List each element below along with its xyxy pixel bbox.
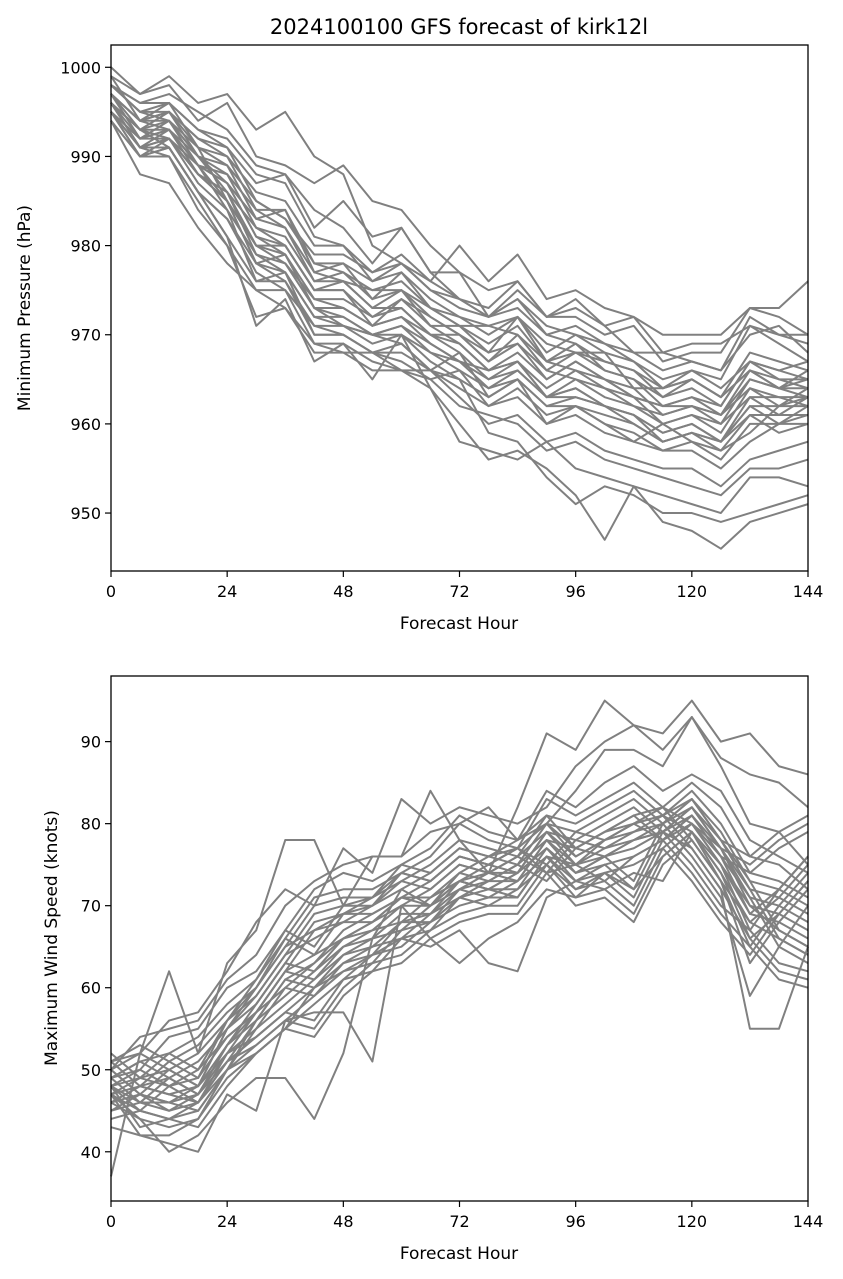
- wind-series-group: [110, 699, 809, 1177]
- pressure-x-tick-label: 144: [793, 582, 824, 601]
- wind-series-line-29: [110, 806, 809, 1112]
- wind-series-line-4: [110, 765, 809, 1079]
- wind-y-axis-label: Maximum Wind Speed (knots): [42, 810, 62, 1066]
- pressure-series-line-27: [110, 102, 809, 425]
- pressure-series-line-24: [110, 111, 809, 550]
- pressure-y-tick-label: 950: [70, 504, 101, 523]
- wind-x-ticks: 0 24 48 72 96 120 144: [106, 1201, 823, 1231]
- pressure-series-line-15: [110, 84, 809, 372]
- pressure-x-tick-label: 48: [333, 582, 353, 601]
- pressure-x-tick-label: 24: [217, 582, 237, 601]
- wind-y-tick-label: 60: [81, 979, 101, 998]
- wind-series-line-1: [110, 699, 809, 1177]
- pressure-x-tick-label: 96: [565, 582, 585, 601]
- wind-x-tick-label: 96: [565, 1212, 585, 1231]
- wind-series-line-26: [110, 814, 809, 1096]
- pressure-series-line-26: [110, 84, 809, 416]
- pressure-series-line-1: [110, 66, 809, 336]
- wind-plot-frame: [110, 675, 809, 1202]
- pressure-series-line-19: [110, 111, 809, 470]
- wind-series-line-10: [110, 822, 809, 1137]
- wind-series-line-14: [110, 814, 809, 1104]
- pressure-series-group: [110, 66, 809, 550]
- pressure-y-axis-label: Minimum Pressure (hPa): [15, 205, 35, 411]
- pressure-series-line-20: [110, 120, 809, 488]
- wind-y-tick-label: 40: [81, 1143, 101, 1162]
- wind-y-tick-label: 90: [81, 733, 101, 752]
- chart-title: 2024100100 GFS forecast of kirk12l: [270, 15, 648, 39]
- pressure-series-line-2: [110, 75, 808, 354]
- pressure-x-tick-label: 72: [449, 582, 469, 601]
- wind-y-tick-label: 80: [81, 815, 101, 834]
- wind-y-ticks: 40 50 60 70 80 90: [81, 733, 111, 1162]
- wind-x-tick-label: 144: [793, 1212, 824, 1231]
- pressure-series-line-9: [110, 102, 808, 425]
- pressure-series-line-31: [110, 84, 809, 390]
- pressure-series-line-3: [110, 84, 809, 363]
- wind-series-line-30: [110, 798, 809, 1104]
- wind-y-tick-label: 50: [81, 1061, 101, 1080]
- wind-x-tick-label: 120: [677, 1212, 708, 1231]
- wind-series-line-6: [110, 789, 809, 1096]
- pressure-series-line-30: [110, 102, 809, 443]
- pressure-chart: 2024100100 GFS forecast of kirk12l 0 24 48…: [15, 15, 823, 634]
- pressure-series-line-22: [110, 93, 809, 515]
- wind-x-axis-label: Forecast Hour: [400, 1244, 518, 1264]
- pressure-x-tick-label: 120: [677, 582, 708, 601]
- pressure-series-line-23: [110, 102, 809, 523]
- pressure-y-ticks: 950 960 970 980 990 1000: [60, 58, 111, 523]
- wind-y-tick-label: 70: [81, 897, 101, 916]
- pressure-y-tick-label: 990: [70, 147, 101, 166]
- pressure-y-tick-label: 1000: [60, 58, 101, 77]
- wind-x-tick-label: 48: [333, 1212, 353, 1231]
- wind-x-tick-label: 72: [449, 1212, 469, 1231]
- pressure-y-tick-label: 970: [70, 326, 101, 345]
- pressure-x-axis-label: Forecast Hour: [400, 614, 518, 634]
- wind-series-line-31: [110, 814, 809, 1120]
- wind-series-line-5: [110, 781, 809, 1088]
- wind-series-line-28: [110, 806, 809, 1079]
- pressure-x-tick-label: 0: [106, 582, 116, 601]
- wind-chart: 0 24 48 72 96 120 144 40 50 60 70 80 90 Forecast Ho…: [42, 675, 823, 1264]
- pressure-x-ticks: 0 24 48 72 96 120 144: [106, 571, 823, 601]
- pressure-y-tick-label: 980: [70, 237, 101, 256]
- pressure-y-tick-label: 960: [70, 415, 101, 434]
- wind-x-tick-label: 0: [106, 1212, 116, 1231]
- wind-x-tick-label: 24: [217, 1212, 237, 1231]
